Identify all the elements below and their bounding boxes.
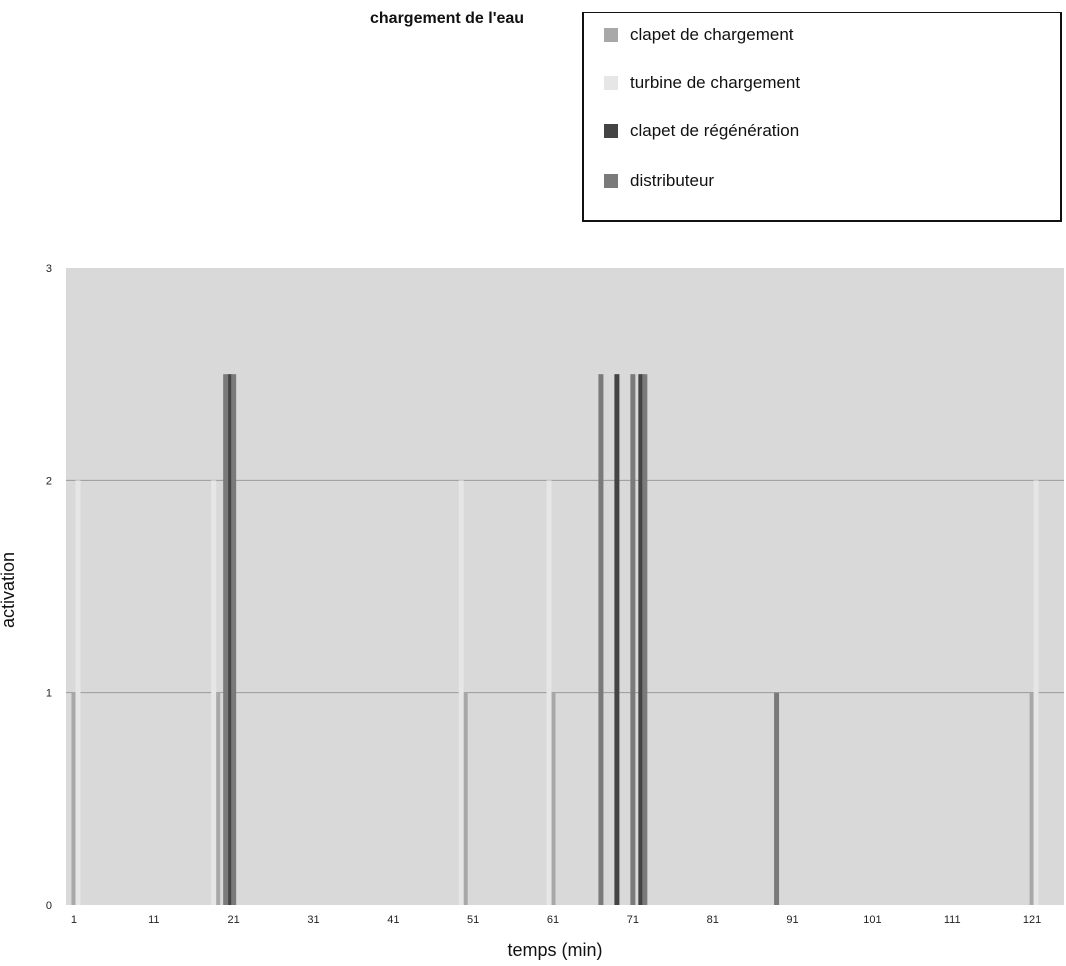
bar: [71, 692, 77, 905]
x-tick-label: 11: [148, 914, 159, 926]
bar: [638, 374, 644, 906]
bar: [75, 480, 81, 905]
x-tick-label: 91: [786, 914, 798, 926]
chart-title: chargement de l'eau: [370, 10, 525, 27]
bar: [1033, 480, 1039, 905]
bar: [546, 480, 552, 905]
legend-label: turbine de chargement: [630, 73, 801, 92]
bar: [614, 374, 620, 906]
y-tick-label: 3: [46, 263, 52, 275]
x-tick-label: 101: [863, 914, 881, 926]
x-tick-label: 1: [71, 914, 77, 926]
x-tick-label: 81: [707, 914, 719, 926]
x-tick-label: 111: [944, 914, 961, 926]
bar: [550, 692, 556, 905]
legend-item-clapet-de-chargement: clapet de chargement: [604, 25, 794, 45]
legend-item-turbine-de-chargement: turbine de chargement: [604, 73, 800, 93]
legend-swatch: [604, 76, 618, 90]
x-tick-label: 51: [467, 914, 479, 926]
y-axis-label: activation: [0, 552, 18, 628]
legend-swatch: [604, 124, 618, 138]
bar: [598, 374, 604, 906]
bar: [774, 692, 780, 905]
x-tick-label: 71: [627, 914, 639, 926]
x-tick-label: 61: [547, 914, 559, 926]
bar: [1029, 692, 1035, 905]
legend-swatch: [604, 174, 618, 188]
legend: clapet de chargement turbine de chargeme…: [582, 12, 1062, 222]
legend-item-clapet-de-regeneration: clapet de régénération: [604, 121, 799, 141]
bar: [215, 692, 221, 905]
bar: [642, 374, 648, 906]
x-tick-label: 21: [228, 914, 240, 926]
x-tick-label: 31: [307, 914, 319, 926]
bar: [227, 374, 233, 906]
legend-label: clapet de chargement: [630, 25, 794, 44]
bar: [458, 480, 464, 905]
bar: [462, 692, 468, 905]
legend-label: clapet de régénération: [630, 121, 800, 140]
bar: [231, 374, 237, 906]
x-tick-label: 121: [1023, 914, 1041, 926]
bar: [211, 480, 217, 905]
bar: [223, 374, 229, 906]
y-tick-label: 0: [46, 900, 52, 912]
legend-label: distributeur: [630, 171, 715, 190]
y-tick-label: 2: [46, 475, 52, 487]
x-axis-label: temps (min): [507, 940, 602, 960]
legend-swatch: [604, 28, 618, 42]
legend-item-distributeur: distributeur: [604, 171, 714, 191]
x-tick-label: 41: [387, 914, 399, 926]
y-tick-label: 1: [46, 688, 52, 700]
bar: [630, 374, 636, 906]
